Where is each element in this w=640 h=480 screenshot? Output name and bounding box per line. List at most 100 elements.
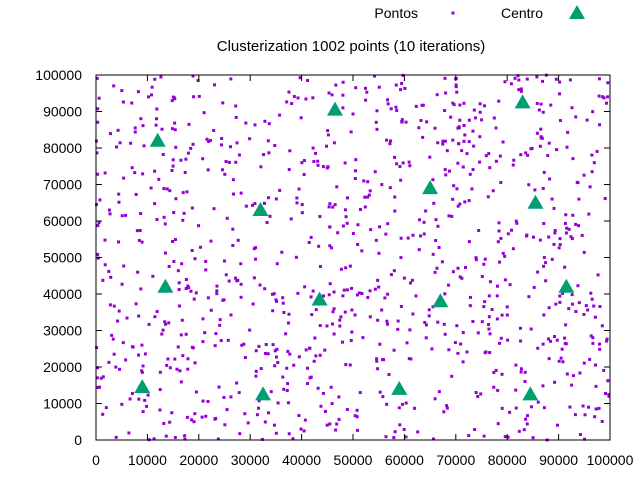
data-point (537, 108, 541, 112)
data-point (267, 151, 271, 155)
data-point (353, 177, 357, 181)
data-point (203, 331, 207, 335)
data-point (468, 172, 472, 176)
data-point (386, 222, 390, 226)
data-point (214, 332, 218, 336)
data-point (394, 83, 398, 87)
data-point (424, 323, 428, 327)
data-point (527, 295, 531, 299)
data-point (97, 96, 101, 100)
data-point (389, 139, 393, 143)
data-point (552, 206, 556, 210)
data-point (541, 79, 545, 83)
data-point (122, 176, 126, 180)
data-point (582, 312, 586, 316)
data-point (442, 322, 446, 326)
data-point (191, 142, 195, 146)
data-point (364, 98, 368, 102)
data-point (151, 274, 155, 278)
data-point (564, 213, 568, 217)
data-point (498, 260, 502, 264)
data-point (435, 93, 439, 97)
data-point (385, 319, 389, 323)
data-point (437, 246, 441, 250)
data-point (553, 334, 557, 338)
data-point (323, 409, 327, 413)
data-point (546, 337, 550, 341)
data-point (487, 323, 491, 327)
data-point (235, 381, 239, 385)
data-point (163, 320, 167, 324)
data-point (576, 181, 580, 185)
data-point (506, 435, 510, 439)
data-point (101, 412, 105, 416)
data-point (341, 93, 345, 97)
data-point (201, 317, 205, 321)
data-point (139, 212, 143, 216)
data-point (539, 136, 543, 140)
data-point (306, 78, 310, 82)
data-point (366, 195, 370, 199)
data-point (446, 283, 450, 287)
data-point (506, 232, 510, 236)
data-point (332, 332, 336, 336)
data-point (597, 77, 601, 81)
data-point (374, 120, 378, 124)
data-point (457, 125, 461, 129)
data-point (298, 76, 302, 80)
data-point (524, 151, 528, 155)
data-point (226, 338, 230, 342)
data-point (375, 359, 379, 363)
data-point (273, 144, 277, 148)
data-point (468, 304, 472, 308)
data-point (471, 168, 475, 172)
data-point (130, 166, 134, 170)
data-point (345, 288, 349, 292)
data-point (163, 222, 167, 226)
data-point (309, 375, 313, 379)
data-point (300, 203, 304, 207)
data-point (443, 332, 447, 336)
data-point (368, 189, 372, 193)
data-point (200, 415, 204, 419)
data-point (97, 221, 101, 225)
data-point (288, 352, 292, 356)
data-point (282, 387, 286, 391)
data-point (388, 142, 392, 146)
data-point (289, 217, 293, 221)
data-point (120, 402, 124, 406)
data-point (204, 414, 208, 418)
data-point (449, 115, 453, 119)
data-point (461, 165, 465, 169)
data-point (171, 239, 175, 243)
data-point (296, 291, 300, 295)
data-point (137, 238, 141, 242)
data-point (287, 90, 291, 94)
data-point (342, 288, 346, 292)
data-point (236, 238, 240, 242)
data-point (117, 192, 121, 196)
data-point (555, 423, 559, 427)
data-point (567, 307, 571, 311)
data-point (395, 162, 399, 166)
data-point (117, 200, 121, 204)
data-point (589, 334, 593, 338)
data-point (408, 328, 412, 332)
data-point (328, 422, 332, 426)
data-point (519, 367, 523, 371)
data-point (223, 423, 227, 427)
data-point (582, 173, 586, 177)
data-point (519, 89, 523, 93)
data-point (143, 352, 147, 356)
data-point (186, 151, 190, 155)
data-point (587, 212, 591, 216)
x-tick-label: 50000 (334, 452, 373, 468)
data-point (511, 163, 515, 167)
data-point (496, 388, 500, 392)
data-point (594, 407, 598, 411)
data-point (479, 392, 483, 396)
data-point (414, 104, 418, 108)
data-point (141, 172, 145, 176)
data-point (452, 184, 456, 188)
data-point (460, 276, 464, 280)
